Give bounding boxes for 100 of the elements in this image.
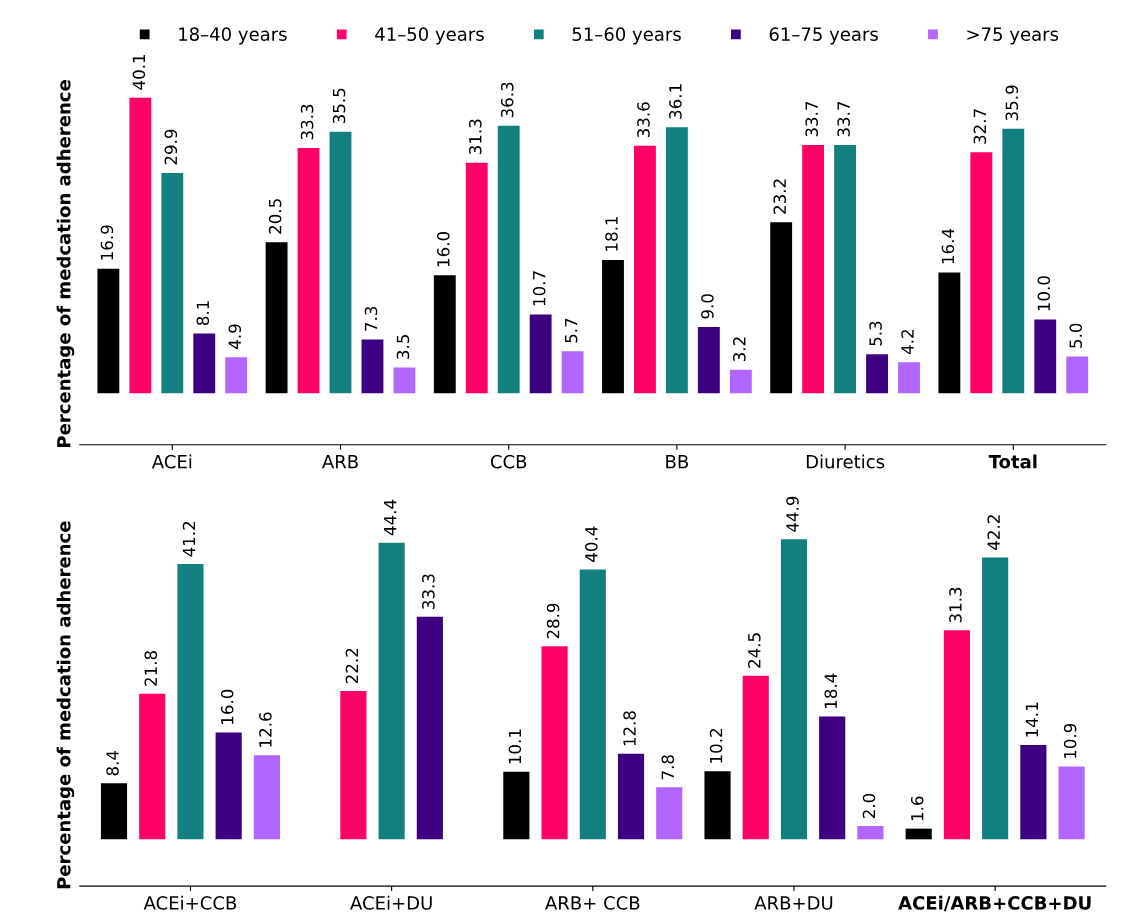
bar	[857, 825, 884, 840]
legend-label: >75 years	[967, 27, 1059, 45]
bar	[898, 362, 920, 394]
data-label: 44.4	[384, 499, 397, 536]
bar	[97, 268, 120, 394]
bar	[819, 716, 846, 840]
data-label: 35.9	[1005, 85, 1019, 121]
data-label: 1.6	[910, 796, 924, 821]
x-tick-label: Diuretics	[806, 454, 885, 469]
data-label: 9.0	[701, 294, 714, 319]
x-tick-label: Total	[988, 454, 1037, 469]
data-label: 33.3	[300, 104, 314, 140]
data-label: 16.9	[100, 225, 114, 260]
bar	[1066, 356, 1089, 394]
bar	[802, 144, 825, 394]
bar	[393, 367, 416, 394]
bar	[1034, 319, 1057, 394]
y-axis-title: Percentage of medcation adherence	[56, 521, 75, 889]
bar	[177, 564, 204, 840]
bar	[665, 127, 688, 394]
bar	[129, 97, 152, 394]
bar	[905, 828, 932, 840]
bar	[161, 172, 184, 394]
legend-label: 51–60 years	[572, 27, 681, 45]
bar	[215, 732, 242, 840]
bar	[265, 242, 288, 394]
bar	[329, 131, 352, 394]
bar	[1058, 766, 1085, 840]
bar	[602, 259, 624, 394]
bar	[982, 557, 1009, 840]
bar	[297, 147, 320, 394]
data-label: 7.3	[364, 306, 378, 331]
bar	[225, 357, 248, 394]
bar	[193, 333, 216, 394]
bar	[378, 542, 405, 840]
x-tick-label: ACEi/ARB+CCB+DU	[898, 895, 1091, 912]
bar	[970, 152, 993, 394]
legend-label: 18–40 years	[179, 27, 287, 45]
x-tick-label: ACEi+CCB	[143, 895, 237, 910]
data-label: 5.0	[1069, 323, 1083, 348]
bar	[340, 691, 367, 840]
data-label: 44.9	[786, 496, 799, 532]
data-label: 10.1	[508, 729, 522, 764]
data-label: 41.2	[182, 521, 196, 557]
data-label: 36.3	[500, 82, 514, 118]
x-tick-label: BB	[666, 455, 689, 469]
bar	[465, 162, 488, 394]
x-tick-label: ARB+ CCB	[545, 896, 640, 910]
data-label: 42.2	[987, 515, 1000, 550]
legend-label: 41–50 years	[375, 27, 484, 45]
bar	[770, 222, 793, 394]
bar	[634, 145, 656, 394]
data-label: 31.3	[468, 119, 482, 155]
data-label: 3.5	[396, 335, 410, 359]
bar	[503, 771, 530, 840]
data-label: 33.6	[637, 102, 650, 138]
legend-label: 61–75 years	[769, 27, 878, 45]
data-label: 22.2	[345, 648, 358, 684]
bar	[1002, 128, 1025, 394]
bar	[742, 675, 769, 840]
bar	[579, 569, 606, 840]
data-label: 23.2	[773, 179, 787, 214]
data-label: 4.9	[228, 324, 242, 349]
data-label: 16.0	[220, 689, 234, 724]
bar	[433, 275, 456, 394]
data-label: 12.6	[259, 712, 272, 747]
data-label: 3.2	[733, 337, 746, 362]
data-label: 33.7	[837, 101, 850, 137]
bar	[1020, 745, 1047, 840]
data-label: 5.3	[869, 321, 882, 346]
bar	[497, 125, 520, 394]
x-tick-label: ACEi	[151, 454, 192, 469]
data-label: 10.0	[1037, 276, 1051, 311]
bar	[561, 351, 584, 394]
data-label: 18.4	[824, 673, 838, 708]
bar	[361, 339, 384, 394]
x-tick-label: ARB+DU	[754, 896, 833, 910]
data-label: 33.7	[805, 101, 818, 137]
bar	[100, 783, 128, 840]
bar	[617, 753, 645, 840]
bar	[943, 630, 971, 840]
data-label: 8.1	[196, 301, 210, 326]
data-label: 2.0	[862, 793, 876, 819]
data-label: 40.4	[585, 526, 598, 562]
data-label: 29.9	[164, 129, 178, 165]
data-label: 16.0	[437, 232, 450, 267]
data-label: 24.5	[747, 633, 761, 668]
data-label: 31.3	[949, 587, 962, 623]
data-label: 12.8	[623, 711, 636, 746]
bar	[938, 272, 961, 394]
x-tick-label: CCB	[490, 454, 527, 469]
data-label: 35.5	[332, 88, 346, 124]
data-label: 18.1	[605, 216, 618, 251]
data-label: 40.1	[132, 54, 146, 90]
data-label: 32.7	[973, 109, 987, 144]
data-label: 20.5	[268, 199, 282, 234]
bar	[866, 354, 888, 394]
bar	[834, 144, 857, 394]
x-tick-label: ACEi+DU	[350, 895, 432, 910]
bar	[656, 787, 683, 840]
